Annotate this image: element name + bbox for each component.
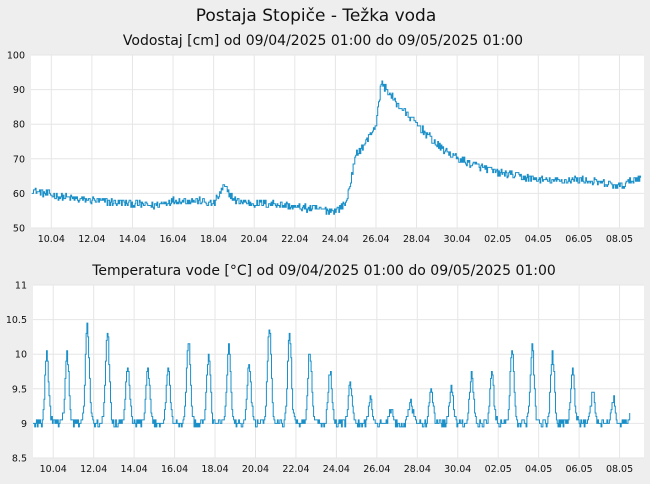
water-level-axes: 50 60 70 80 90 100 10.04 12.04 14.04 16.04 18.04 20… — [7, 51, 633, 246]
water-temperature-x-tick-label: 14.04 — [121, 464, 148, 475]
water-temperature-x-tick-label: 20.04 — [242, 464, 269, 475]
water-temperature-y-tick-label: 11 — [15, 281, 27, 292]
water-temperature-plot-area — [33, 285, 644, 458]
water-level-x-tick-label: 02.05 — [484, 234, 511, 245]
water-level-chart: 50 60 70 80 90 100 10.04 12.04 14.04 16.04 18.04 20… — [7, 51, 644, 246]
water-level-x-tick-label: 10.04 — [38, 234, 65, 245]
water-level-x-tick-label: 18.04 — [200, 234, 227, 245]
water-temperature-y-tick-label: 9.5 — [12, 384, 27, 395]
water-level-x-tick-label: 06.05 — [565, 234, 592, 245]
water-temperature-chart: 8.5 9 9.5 10 10.5 11 10.04 12.04 14.04 16.04 18.04… — [6, 281, 644, 476]
water-temperature-x-tick-label: 02.05 — [485, 464, 512, 475]
water-temperature-y-tick-label: 10 — [15, 350, 27, 361]
water-temperature-x-tick-label: 28.04 — [404, 464, 431, 475]
water-level-x-tick-label: 26.04 — [362, 234, 389, 245]
water-level-y-tick-label: 70 — [13, 154, 25, 165]
water-level-y-tick-label: 90 — [13, 85, 25, 96]
water-temperature-x-tick-label: 06.05 — [566, 464, 593, 475]
water-level-x-tick-label: 16.04 — [159, 234, 186, 245]
water-level-x-tick-label: 08.05 — [606, 234, 633, 245]
water-level-x-tick-label: 04.05 — [525, 234, 552, 245]
water-level-grid — [31, 54, 644, 229]
water-level-chart-title: Vodostaj [cm] od 09/04/2025 01:00 do 09/… — [123, 33, 523, 49]
water-level-x-tick-label: 12.04 — [78, 234, 105, 245]
water-level-x-tick-label: 28.04 — [403, 234, 430, 245]
water-level-y-tick-label: 100 — [7, 51, 25, 62]
water-level-y-tick-label: 80 — [13, 120, 25, 131]
water-temperature-y-tick-label: 8.5 — [12, 454, 27, 465]
water-temperature-y-tick-label: 9 — [21, 419, 27, 430]
water-temperature-x-tick-label: 08.05 — [606, 464, 633, 475]
water-temperature-chart-title: Temperatura vode [°C] od 09/04/2025 01:0… — [91, 263, 556, 279]
water-temperature-x-tick-label: 26.04 — [363, 464, 390, 475]
water-level-x-tick-label: 22.04 — [281, 234, 308, 245]
water-level-x-tick-label: 14.04 — [119, 234, 146, 245]
water-level-x-tick-label: 20.04 — [241, 234, 268, 245]
water-temperature-x-tick-label: 24.04 — [323, 464, 350, 475]
water-temperature-x-tick-label: 12.04 — [80, 464, 107, 475]
water-temperature-x-tick-label: 22.04 — [282, 464, 309, 475]
water-level-plot-area — [31, 55, 644, 228]
water-temperature-x-tick-label: 10.04 — [40, 464, 67, 475]
water-temperature-series-line — [33, 322, 631, 428]
water-level-x-tick-label: 24.04 — [322, 234, 349, 245]
water-level-series-line — [31, 80, 642, 215]
water-temperature-x-tick-label: 04.05 — [525, 464, 552, 475]
water-temperature-x-tick-label: 16.04 — [161, 464, 188, 475]
water-temperature-axes: 8.5 9 9.5 10 10.5 11 10.04 12.04 14.04 16.04 18.04… — [6, 281, 633, 476]
water-level-x-tick-label: 30.04 — [444, 234, 471, 245]
water-level-y-tick-label: 60 — [13, 189, 25, 200]
water-temperature-y-tick-label: 10.5 — [6, 315, 27, 326]
water-temperature-x-tick-label: 18.04 — [201, 464, 228, 475]
page-title: Postaja Stopiče - Težka voda — [196, 6, 437, 26]
water-level-y-tick-label: 50 — [13, 224, 25, 235]
water-temperature-x-tick-label: 30.04 — [444, 464, 471, 475]
